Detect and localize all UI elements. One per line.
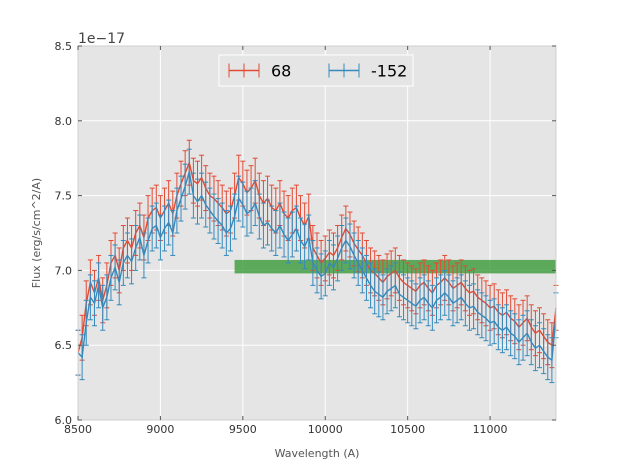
x-tick-label: 11000 bbox=[473, 423, 508, 436]
legend: 68 -152 bbox=[218, 54, 414, 87]
y-tick-label: 7.0 bbox=[55, 264, 73, 277]
y-tick-label: 6.5 bbox=[55, 339, 73, 352]
series-line bbox=[77, 171, 557, 362]
x-tick-label: 8500 bbox=[64, 423, 92, 436]
legend-label: -152 bbox=[371, 62, 407, 81]
y-tick-label: 6.0 bbox=[55, 414, 73, 427]
y-tick-label: 8.0 bbox=[55, 115, 73, 128]
axis-ticks: 8500 9000 9500 10000 10500 11000 6.0 6.5 7.0 7.5 8… bbox=[55, 40, 556, 436]
x-tick-label: 9500 bbox=[229, 423, 257, 436]
y-tick-label: 8.5 bbox=[55, 40, 73, 53]
x-tick-label: 10000 bbox=[308, 423, 343, 436]
y-tick-label: 7.5 bbox=[55, 190, 73, 203]
legend-label: 68 bbox=[271, 62, 291, 81]
x-axis-label: Wavelength (A) bbox=[275, 447, 360, 460]
y-axis-label: Flux (erg/s/cm^2/A) bbox=[30, 178, 43, 288]
y-offset-label: 1e−17 bbox=[78, 31, 125, 47]
plot-frame bbox=[77, 45, 557, 421]
x-tick-label: 9000 bbox=[146, 423, 174, 436]
x-tick-label: 10500 bbox=[390, 423, 425, 436]
series-layer bbox=[75, 139, 559, 384]
